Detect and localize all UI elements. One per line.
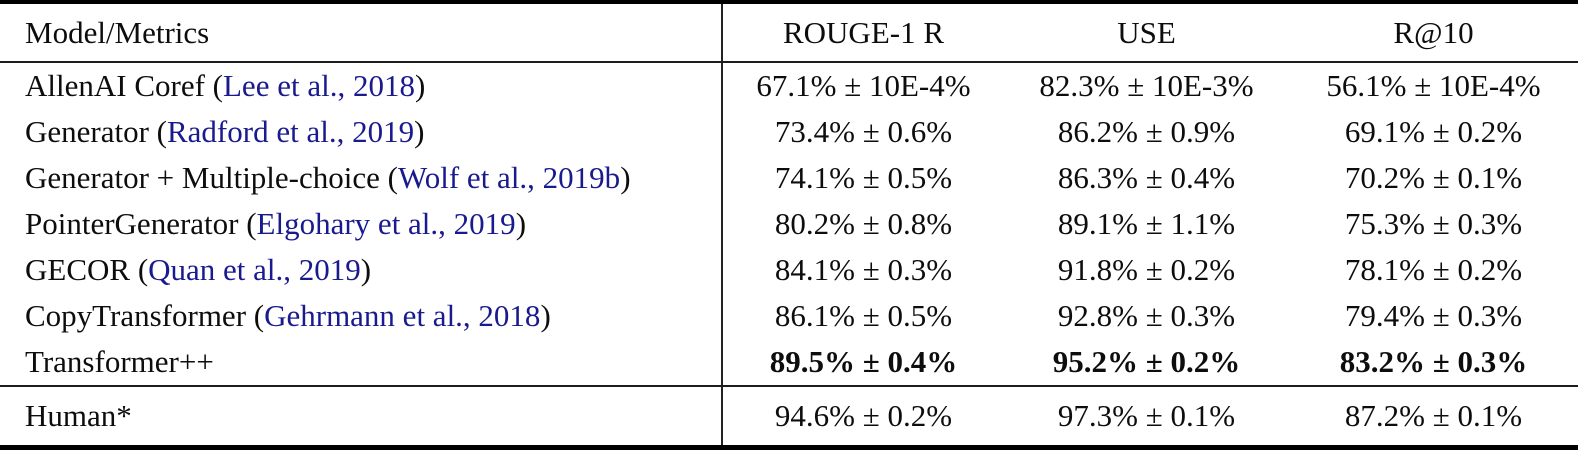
use-value: 89.1% ± 1.1%	[1057, 206, 1236, 241]
rouge1r-value: 74.1% ± 0.5%	[721, 155, 1004, 201]
header-model-metrics: Model/Metrics	[25, 14, 210, 50]
model-label: Generator (	[25, 114, 167, 149]
table-row: Generator (Radford et al., 2019) 73.4% ±…	[0, 109, 1578, 155]
model-label: GECOR (	[25, 252, 149, 287]
table-header-row: Model/Metrics ROUGE-1 R USE R@10	[0, 4, 1578, 61]
rouge1r-value: 86.1% ± 0.5%	[721, 293, 1004, 339]
citation-link[interactable]: Lee et al., 2018	[223, 68, 415, 103]
use-value: 91.8% ± 0.2%	[1057, 252, 1236, 287]
use-value: 82.3% ± 10E-3%	[1039, 68, 1254, 103]
model-label: PointerGenerator (	[25, 206, 257, 241]
r-at-10-value: 83.2% ± 0.3%	[1339, 344, 1528, 379]
table-row: CopyTransformer (Gehrmann et al., 2018) …	[0, 293, 1578, 339]
r-at-10-value: 70.2% ± 0.1%	[1344, 160, 1523, 195]
citation-link[interactable]: Quan et al., 2019	[148, 252, 361, 287]
use-value: 86.3% ± 0.4%	[1057, 160, 1236, 195]
citation-link[interactable]: Wolf et al., 2019b	[397, 160, 621, 195]
model-cell: GECOR (Quan et al., 2019)	[0, 247, 721, 293]
r-at-10-value: 75.3% ± 0.3%	[1344, 206, 1523, 241]
model-label-suffix: )	[620, 160, 631, 195]
table-row-transformer-plus-plus: Transformer++ 89.5% ± 0.4% 95.2% ± 0.2% …	[0, 339, 1578, 385]
table-row: Generator + Multiple-choice (Wolf et al.…	[0, 155, 1578, 201]
use-value: 92.8% ± 0.3%	[1057, 298, 1236, 333]
model-cell: Human*	[25, 398, 132, 433]
model-label-suffix: )	[414, 68, 426, 103]
footer-separator-rule	[0, 385, 1578, 387]
top-rule	[0, 0, 1578, 4]
rouge1r-value: 80.2% ± 0.8%	[721, 201, 1004, 247]
r-at-10-value: 87.2% ± 0.1%	[1344, 398, 1523, 433]
rouge1r-value: 84.1% ± 0.3%	[721, 247, 1004, 293]
table-row: PointerGenerator (Elgohary et al., 2019)…	[0, 201, 1578, 247]
use-value: 86.2% ± 0.9%	[1057, 114, 1236, 149]
model-label-suffix: )	[414, 114, 425, 149]
citation-link[interactable]: Elgohary et al., 2019	[256, 206, 516, 241]
rouge1r-value: 94.6% ± 0.2%	[721, 387, 1004, 445]
citation-link[interactable]: Radford et al., 2019	[167, 114, 415, 149]
use-value: 95.2% ± 0.2%	[1052, 344, 1241, 379]
bottom-rule	[0, 445, 1578, 450]
model-cell: Generator (Radford et al., 2019)	[0, 109, 721, 155]
header-separator-rule	[0, 61, 1578, 63]
model-cell: Generator + Multiple-choice (Wolf et al.…	[0, 155, 721, 201]
r-at-10-value: 79.4% ± 0.3%	[1344, 298, 1523, 333]
model-cell: PointerGenerator (Elgohary et al., 2019)	[0, 201, 721, 247]
model-label: AllenAI Coref (	[25, 68, 223, 103]
model-label-suffix: )	[515, 206, 527, 241]
model-cell: Transformer++	[0, 339, 721, 385]
rouge1r-value: 73.4% ± 0.6%	[721, 109, 1004, 155]
model-cell: AllenAI Coref (Lee et al., 2018)	[0, 63, 721, 109]
table-row: GECOR (Quan et al., 2019) 84.1% ± 0.3% 9…	[0, 247, 1578, 293]
rouge1r-value: 67.1% ± 10E-4%	[721, 63, 1004, 109]
model-label: Transformer++	[25, 344, 214, 379]
r-at-10-value: 78.1% ± 0.2%	[1344, 252, 1523, 287]
use-value: 97.3% ± 0.1%	[1057, 398, 1236, 433]
model-label: Generator + Multiple-choice (	[25, 160, 398, 195]
model-label: CopyTransformer (	[25, 298, 265, 333]
model-label-suffix: )	[360, 252, 372, 287]
r-at-10-value: 56.1% ± 10E-4%	[1326, 68, 1541, 103]
citation-link[interactable]: Gehrmann et al., 2018	[264, 298, 541, 333]
model-cell: CopyTransformer (Gehrmann et al., 2018)	[0, 293, 721, 339]
rouge1r-value: 89.5% ± 0.4%	[721, 339, 1004, 385]
table-row: AllenAI Coref (Lee et al., 2018) 67.1% ±…	[0, 63, 1578, 109]
header-rouge1r: ROUGE-1 R	[721, 4, 1004, 61]
header-use: USE	[1117, 14, 1176, 50]
model-label-suffix: )	[540, 298, 551, 333]
table-row-human: Human* 94.6% ± 0.2% 97.3% ± 0.1% 87.2% ±…	[0, 387, 1578, 445]
r-at-10-value: 69.1% ± 0.2%	[1344, 114, 1523, 149]
header-r-at-10: R@10	[1393, 14, 1474, 50]
